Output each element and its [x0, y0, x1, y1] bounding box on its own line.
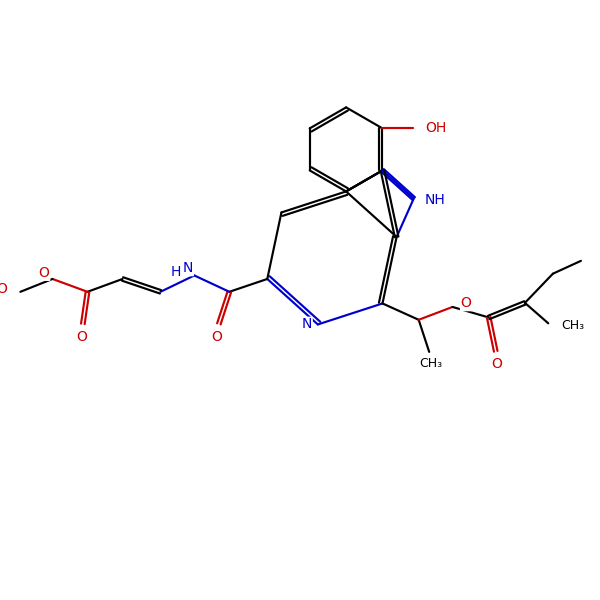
Text: CH₃: CH₃ [561, 319, 584, 332]
Text: O: O [491, 357, 502, 371]
Text: CH₃: CH₃ [419, 357, 442, 370]
Text: O: O [461, 296, 472, 310]
Text: O: O [76, 330, 87, 344]
Text: O: O [38, 266, 50, 280]
Text: N: N [183, 262, 193, 275]
Text: O: O [0, 283, 8, 296]
Text: N: N [302, 317, 312, 331]
Text: O: O [211, 330, 222, 344]
Text: OH: OH [425, 121, 447, 136]
Text: H: H [171, 265, 181, 279]
Text: NH: NH [424, 193, 445, 207]
